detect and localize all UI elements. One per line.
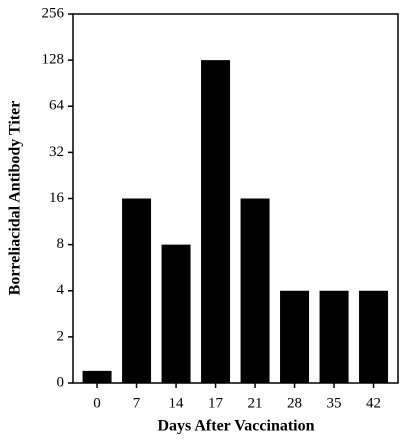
x-tick-label: 7 [133,395,141,411]
bar [359,290,389,383]
y-tick-label: 32 [49,144,64,160]
x-tick-label: 42 [366,395,381,411]
y-tick-label: 128 [42,52,65,68]
y-tick-label: 64 [49,98,65,114]
bar [201,60,231,383]
x-tick-label: 21 [248,395,263,411]
x-tick-label: 0 [93,395,101,411]
y-tick-label: 256 [42,5,65,21]
bar [82,370,112,383]
y-tick-label: 2 [57,328,65,344]
x-axis-label: Days After Vaccination [157,418,314,435]
plot-frame [72,13,399,384]
y-tick-label: 16 [49,190,65,206]
bar [280,290,310,383]
x-tick-label: 35 [327,395,342,411]
bar [240,198,270,383]
x-tick-label: 28 [287,395,302,411]
bar [319,290,349,383]
x-tick-label: 14 [169,395,185,411]
x-tick-label: 17 [208,395,224,411]
y-tick-label: 4 [57,282,65,298]
y-tick-label: 8 [57,236,65,252]
y-tick-label: 0 [57,374,65,390]
y-axis-label: Borreliacidal Antibody Titer [7,101,24,296]
bar [161,244,191,383]
bar [122,198,152,383]
